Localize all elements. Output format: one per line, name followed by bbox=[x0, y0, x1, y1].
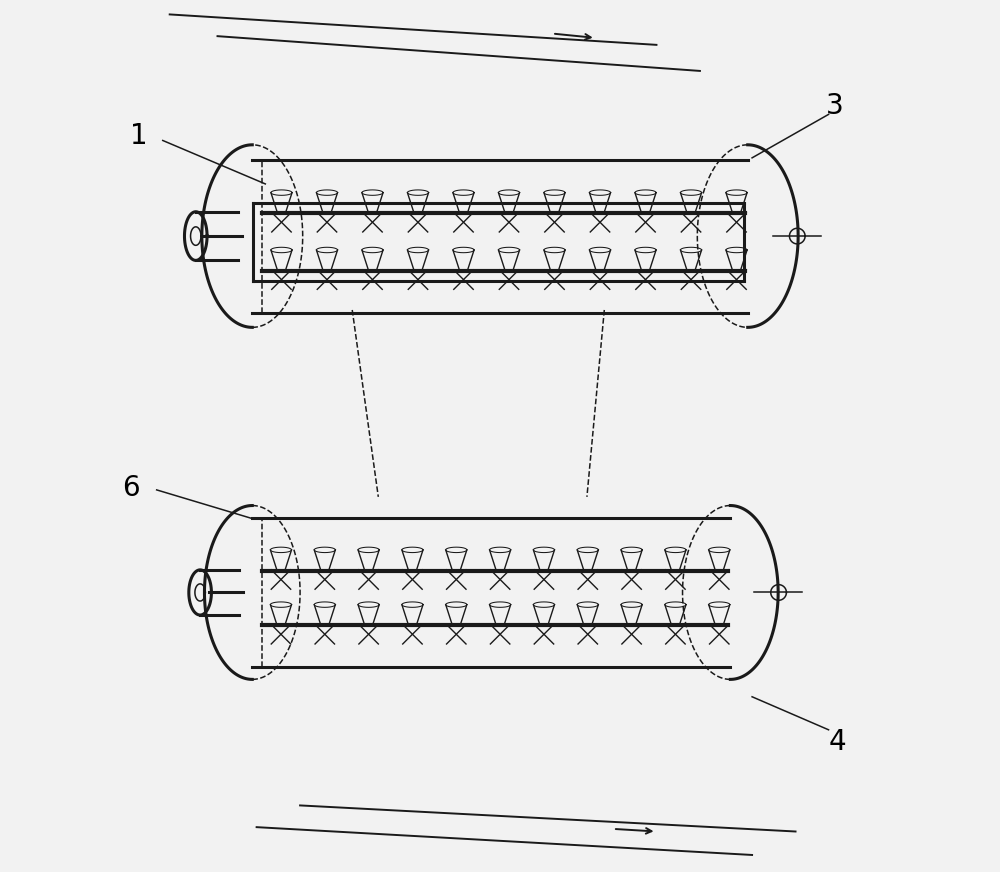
Text: 6: 6 bbox=[122, 474, 139, 502]
Text: 1: 1 bbox=[130, 122, 148, 150]
Text: 3: 3 bbox=[826, 92, 844, 119]
Text: 4: 4 bbox=[828, 728, 846, 756]
